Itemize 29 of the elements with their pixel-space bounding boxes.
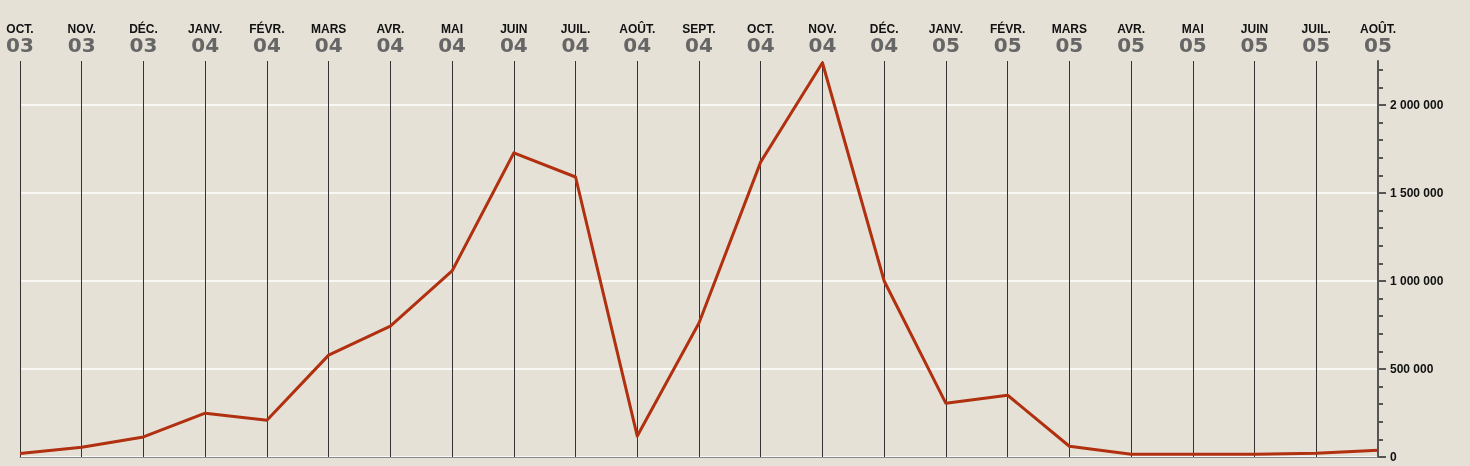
line-series	[18, 61, 1380, 456]
x-tick-label: JANV. 04	[188, 21, 223, 57]
x-tick-label: FÉVR. 05	[989, 20, 1026, 57]
x-tick-label: OCT. 03	[6, 21, 34, 57]
x-tick-label: MARS 05	[1051, 21, 1088, 57]
x-tick-label: AVR. 04	[376, 21, 405, 57]
y-tick-label: 1 500 000	[1390, 186, 1444, 200]
x-tick-label: DÉC. 03	[129, 20, 158, 57]
x-tick-label: MAI 05	[1178, 21, 1207, 57]
x-tick-label: JUIN 04	[499, 21, 528, 57]
x-tick-label: NOV. 04	[808, 21, 837, 57]
y-tick-label: 2 000 000	[1390, 98, 1444, 112]
x-tick-label: JUIL. 04	[560, 21, 591, 57]
x-tick-label: AOÛT. 05	[1360, 20, 1396, 57]
x-tick-label: JUIL. 05	[1301, 21, 1331, 57]
x-tick-label: JUIN 05	[1240, 21, 1269, 57]
x-tick-label: OCT. 04	[746, 21, 775, 57]
x-tick-label: AOÛT. 04	[619, 20, 656, 57]
y-tick-label: 1 000 000	[1390, 274, 1444, 288]
x-tick-label: JANV. 05	[928, 21, 964, 57]
x-tick-label: SEPT. 04	[682, 21, 716, 57]
y-tick-label: 500 000	[1390, 362, 1434, 376]
x-tick-label: DÉC. 04	[869, 20, 899, 57]
x-tick-label: MARS 04	[310, 21, 347, 57]
x-tick-label: FÉVR. 04	[249, 20, 285, 57]
x-tick-label: MAI 04	[438, 21, 467, 57]
x-tick-label: AVR. 05	[1117, 21, 1146, 57]
y-tick-label: 0	[1390, 450, 1397, 464]
x-tick-label: NOV. 03	[67, 21, 96, 57]
